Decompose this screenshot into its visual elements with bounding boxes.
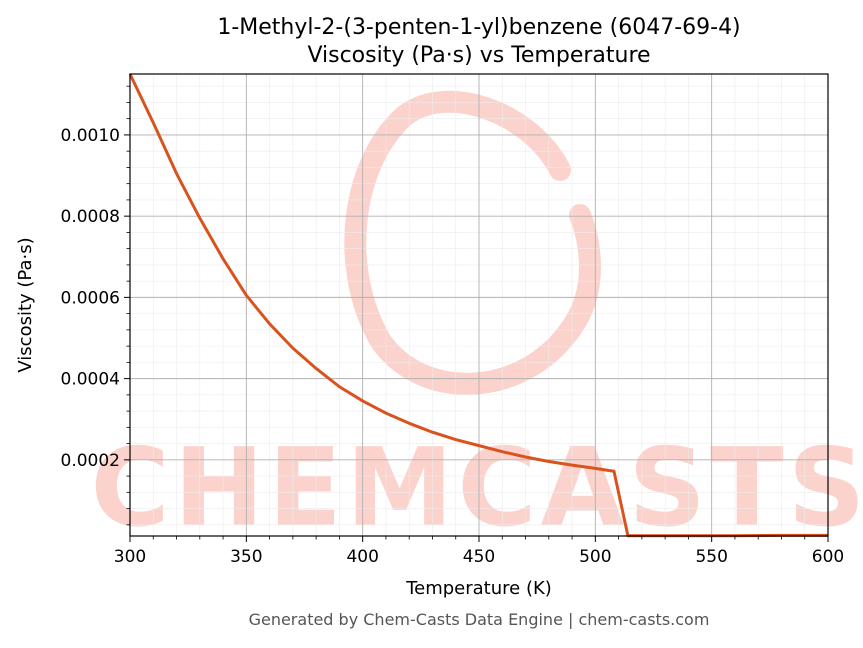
y-axis-ticks: 0.0002 0.0004 0.0006 0.0008 0.0010 <box>61 85 130 526</box>
x-tick-label: 550 <box>695 547 727 567</box>
y-tick-label: 0.0008 <box>61 207 120 227</box>
y-axis-label: Viscosity (Pa·s) <box>15 237 36 372</box>
footer-credit: Generated by Chem-Casts Data Engine | ch… <box>249 610 710 629</box>
watermark: CHEMCASTS <box>91 90 863 551</box>
x-axis-label: Temperature (K) <box>405 578 552 599</box>
y-tick-label: 0.0010 <box>61 126 120 146</box>
x-tick-label: 300 <box>114 547 146 567</box>
y-tick-label: 0.0002 <box>61 451 120 471</box>
chart-title-line2: Viscosity (Pa·s) vs Temperature <box>307 43 650 68</box>
x-tick-label: 600 <box>812 547 844 567</box>
chart-title-line1: 1-Methyl-2-(3-penten-1-yl)benzene (6047-… <box>217 15 740 40</box>
x-tick-label: 500 <box>579 547 611 567</box>
x-tick-label: 400 <box>346 547 378 567</box>
y-tick-label: 0.0004 <box>61 370 120 390</box>
y-tick-label: 0.0006 <box>61 288 120 308</box>
x-tick-label: 450 <box>463 547 495 567</box>
x-axis-ticks: 300 350 400 450 500 550 600 <box>114 536 844 567</box>
watermark-text: CHEMCASTS <box>91 426 863 551</box>
watermark-swirl <box>344 90 601 395</box>
x-tick-label: 350 <box>230 547 262 567</box>
